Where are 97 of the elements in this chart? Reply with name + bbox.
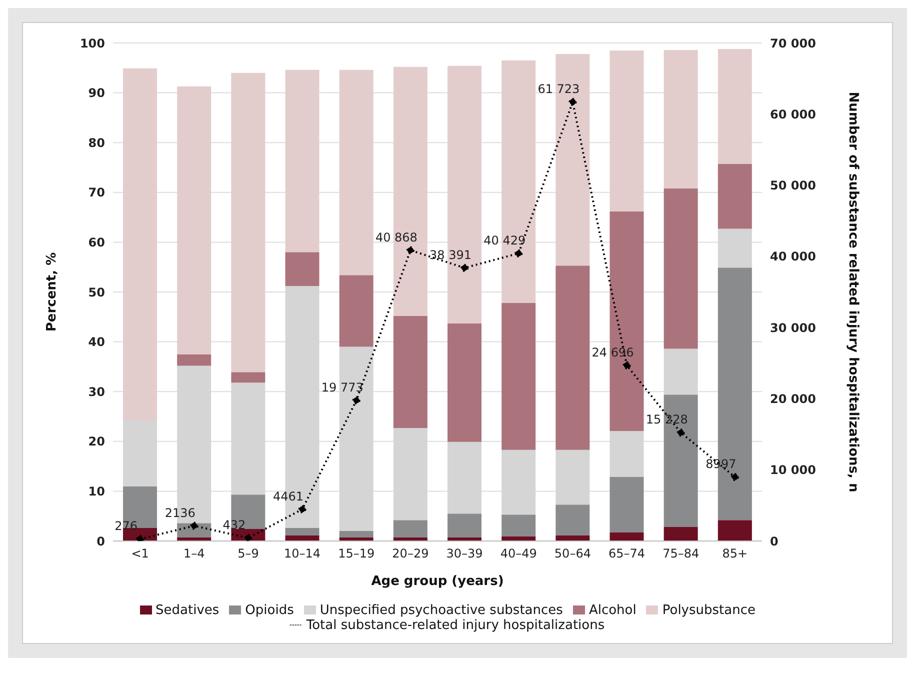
x-axis-title: Age group (years) [371,574,504,589]
x-tick-label: 30–39 [446,546,483,561]
data-label: 19 773 [321,380,364,394]
point [298,505,306,514]
y-tick-label: 70 [88,186,105,200]
bar [610,476,644,533]
bar [556,504,590,536]
bar [231,372,266,383]
bar [393,520,428,538]
y-tick-label: 10 [88,484,105,498]
x-tick-label: 75–84 [662,546,700,561]
bar [448,66,482,324]
y-tick-label: 0 [96,534,105,548]
legend-label: Total substance-related injury hospitalizations [306,618,605,633]
point [406,246,414,254]
bar [339,275,374,347]
point [730,472,739,481]
y2-axis-title: Number of substance related injury hospitalizations, n [845,92,860,492]
y-tick-label: 20 [88,434,105,449]
bar [177,354,212,366]
bar [231,72,266,372]
x-tick-label: 1–4 [183,546,205,561]
y2-tick-label: 30 000 [770,320,816,335]
y2-tick-label: 10 000 [770,463,816,478]
bar [556,536,590,541]
y2-tick-label: 20 000 [770,392,816,406]
y-tick-label: 50 [88,285,105,300]
bar [664,527,698,541]
data-label: 24 696 [592,345,634,360]
bar [502,302,536,450]
bar [285,536,320,541]
point [622,361,631,370]
bar [393,316,428,428]
x-tick-label: <1 [131,546,149,561]
bar [177,86,212,354]
y2-tick-label: 50 000 [770,178,816,193]
y2-tick-label: 70 000 [770,36,816,50]
data-label: 15 228 [646,412,688,427]
bar [448,323,482,442]
y-tick-label: 30 [88,384,105,399]
bar [610,50,644,212]
data-label: 61 723 [538,82,580,96]
legend-label: Unspecified psychoactive substances [320,603,563,618]
y-tick-label: 80 [88,136,105,150]
bar [556,54,590,266]
point [514,249,523,258]
data-label: 38 391 [430,248,472,262]
x-tick-label: 20–29 [392,546,429,561]
x-tick-label: 85+ [722,546,748,561]
point [244,534,252,541]
data-label: 4461 [273,489,304,504]
bar [123,68,157,420]
bar [448,514,482,538]
bar [718,520,752,541]
y2-tick-label: 60 000 [770,107,816,122]
bar [339,531,374,538]
x-tick-label: 65–74 [608,546,646,561]
bar [664,394,698,528]
data-label: 2136 [164,506,196,520]
bar [393,66,428,316]
point [568,98,577,106]
y-tick-label: 100 [80,36,105,50]
y-tick-label: 90 [88,86,105,100]
x-tick-label: 10–14 [284,546,321,561]
bar [339,70,374,276]
point [460,264,469,272]
point [352,396,360,404]
bar [285,252,320,286]
bar [610,532,644,541]
x-tick-label: 50–64 [554,546,591,561]
y-axis-title: Percent, % [44,252,60,332]
legend-label: Opioids [245,603,294,618]
y2-tick-label: 0 [770,534,778,548]
bar [502,514,536,537]
data-label: 40 429 [484,233,526,248]
bar [610,211,644,431]
data-label: 40 868 [375,230,418,244]
legend-label: Polysubstance [662,603,756,618]
bar [664,188,698,349]
bar [664,50,698,188]
bar [556,266,590,450]
legend-label: Sedatives [156,603,220,618]
bar [285,528,320,536]
bar [718,164,752,229]
legend-label: Alcohol [588,603,636,618]
y-tick-label: 40 [88,335,105,350]
x-tick-label: 5–9 [238,546,259,561]
bar [502,60,536,303]
point [676,428,685,437]
y2-tick-label: 40 000 [770,250,816,264]
y-tick-label: 60 [88,235,105,250]
bar [718,48,752,164]
x-tick-label: 40–49 [500,546,537,561]
bar [285,70,320,252]
point [190,522,198,530]
x-tick-label: 15–19 [338,546,375,561]
data-label: 276 [114,519,138,534]
